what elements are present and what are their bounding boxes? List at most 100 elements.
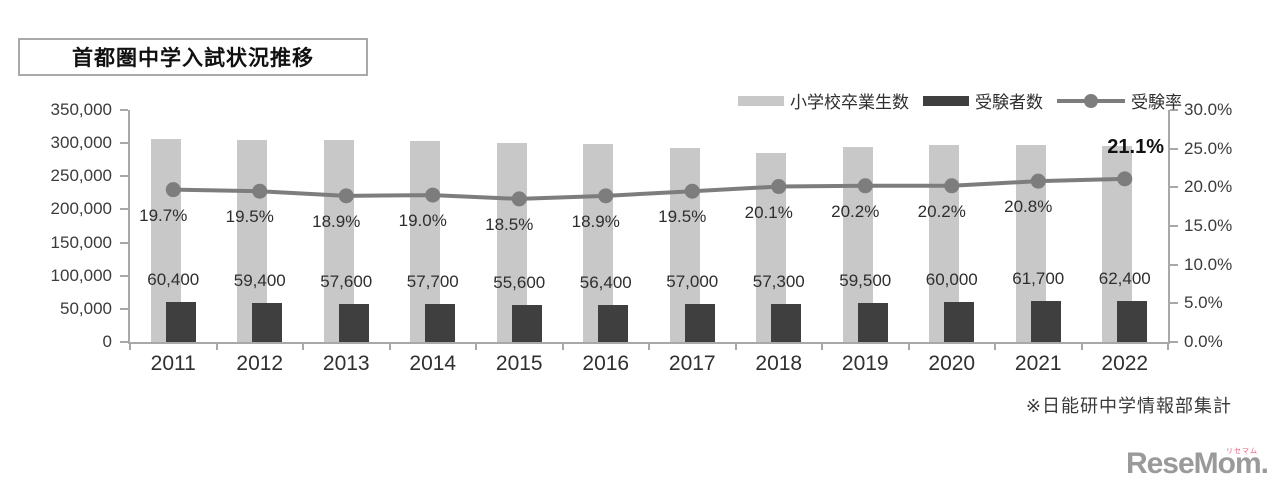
legend-line-marker-icon [1057,93,1125,108]
y-axis-right-tick [1170,263,1178,266]
x-axis-category-label: 2013 [322,352,370,375]
bar-examinees [425,303,456,342]
rate-value-label: 19.0% [398,211,447,231]
y-axis-right-tick [1170,147,1178,150]
rate-value-label: 19.5% [658,207,707,227]
x-axis-category-label: 2014 [409,352,457,375]
y-axis-right-label: 15.0% [1184,216,1233,235]
examinees-value-label: 57,600 [320,271,373,291]
rate-value-label: 20.8% [1004,197,1053,217]
rate-value-label: 19.7% [139,205,188,225]
bar-examinees [511,305,542,342]
rate-value-label: 18.5% [485,214,534,234]
examinees-value-label: 59,500 [839,270,892,290]
resemom-logo: リセマム ReseMom. [1125,447,1269,481]
x-axis-category-label: 2018 [755,352,803,375]
x-axis-category-label: 2016 [582,352,630,375]
y-axis-right [1168,110,1170,344]
y-axis-left-label: 0 [102,332,112,351]
x-axis-category-label: 2019 [841,352,889,375]
examinees-value-label: 56,400 [579,272,632,292]
bar-examinees [944,302,975,342]
bar-examinees [1030,301,1061,342]
y-axis-left-label: 250,000 [50,166,112,186]
y-axis-right-label: 25.0% [1184,138,1233,158]
y-axis-left-tick [120,241,128,244]
legend-swatch-icon [738,95,784,106]
legend-item: 小学校卒業生数 [738,88,909,113]
chart-legend: 小学校卒業生数 受験者数 受験率 [738,88,1182,113]
examinees-value-label: 60,000 [925,270,978,290]
y-axis-left-tick [120,274,128,277]
y-axis-left-tick [120,175,128,178]
logo-ruby-text: リセマム [1226,448,1258,455]
bar-examinees [338,303,369,342]
examinees-value-label: 55,600 [493,273,546,293]
x-axis-category-label: 2012 [236,352,284,375]
x-axis-category-label: 2017 [668,352,716,375]
bar-examinees [1117,300,1148,342]
rate-value-label: 19.5% [225,207,274,227]
x-axis-category-label: 2011 [150,352,196,375]
y-axis-left [128,110,130,344]
examinees-value-label: 61,700 [1012,269,1065,289]
rate-line [173,176,1125,201]
x-axis-tick [907,342,910,350]
x-axis-tick [1167,342,1169,350]
legend-label: 小学校卒業生数 [790,93,909,112]
chart-title: 首都圏中学入試状況推移 [72,47,314,70]
x-axis-tick [129,342,131,350]
y-axis-right-tick [1170,341,1178,343]
bar-examinees [684,304,715,342]
x-axis-category-label: 2015 [495,352,543,375]
rate-value-label: 20.2% [831,201,880,221]
examinees-value-label: 57,000 [666,272,719,292]
legend-item: 受験率 [1057,88,1182,113]
y-axis-left-label: 150,000 [50,232,112,252]
y-axis-left-tick [120,341,128,343]
x-axis-tick [215,342,218,350]
rate-value-label: 18.9% [571,211,620,231]
y-axis-right-label: 20.0% [1184,177,1233,197]
x-axis-tick [475,342,477,350]
y-axis-right-tick [1170,186,1178,189]
y-axis-left-tick [120,208,128,211]
x-axis-tick [1080,342,1083,350]
bar-examinees [857,302,888,342]
legend-label: 受験者数 [975,93,1043,112]
bar-examinees [598,304,629,342]
legend-label: 受験率 [1131,93,1182,112]
y-axis-left-label: 50,000 [60,298,112,318]
y-axis-right-label: 10.0% [1184,254,1233,274]
rate-value-label: 20.2% [917,201,966,221]
x-axis-category-label: 2020 [928,352,976,375]
rate-value-label: 21.1% [1107,135,1164,158]
legend-swatch-icon [923,95,969,106]
examinees-value-label: 59,400 [233,270,286,290]
y-axis-left-tick [120,142,128,145]
examinees-value-label: 57,700 [406,271,459,291]
x-axis-tick [821,342,823,350]
x-axis-tick [561,342,564,350]
source-note: ※日能研中学情報部集計 [1025,396,1232,416]
chart-title-box: 首都圏中学入試状況推移 [18,38,368,76]
x-axis-category-label: 2022 [1101,352,1149,375]
examinees-value-label: 62,400 [1098,268,1151,288]
examinees-value-label: 57,300 [752,272,805,292]
x-axis-tick [302,342,304,350]
logo-text: ReseMom [1125,447,1262,480]
y-axis-left-tick [120,109,128,111]
bar-examinees [771,304,802,342]
logo-period: . [1260,447,1269,480]
legend-item: 受験者数 [923,88,1043,113]
y-axis-right-tick [1170,109,1178,111]
y-axis-left-label: 200,000 [50,199,112,219]
x-axis-category-label: 2021 [1014,352,1062,375]
x-axis-tick [388,342,391,350]
x-axis-tick [994,342,996,350]
examinees-value-label: 60,400 [147,269,200,289]
rate-value-label: 18.9% [312,211,361,231]
y-axis-right-label: 5.0% [1184,293,1223,313]
y-axis-left-label: 300,000 [50,133,112,153]
